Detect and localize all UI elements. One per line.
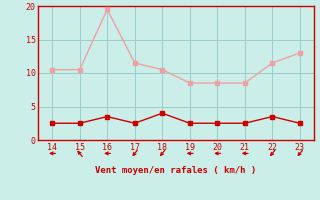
- X-axis label: Vent moyen/en rafales ( km/h ): Vent moyen/en rafales ( km/h ): [95, 166, 257, 175]
